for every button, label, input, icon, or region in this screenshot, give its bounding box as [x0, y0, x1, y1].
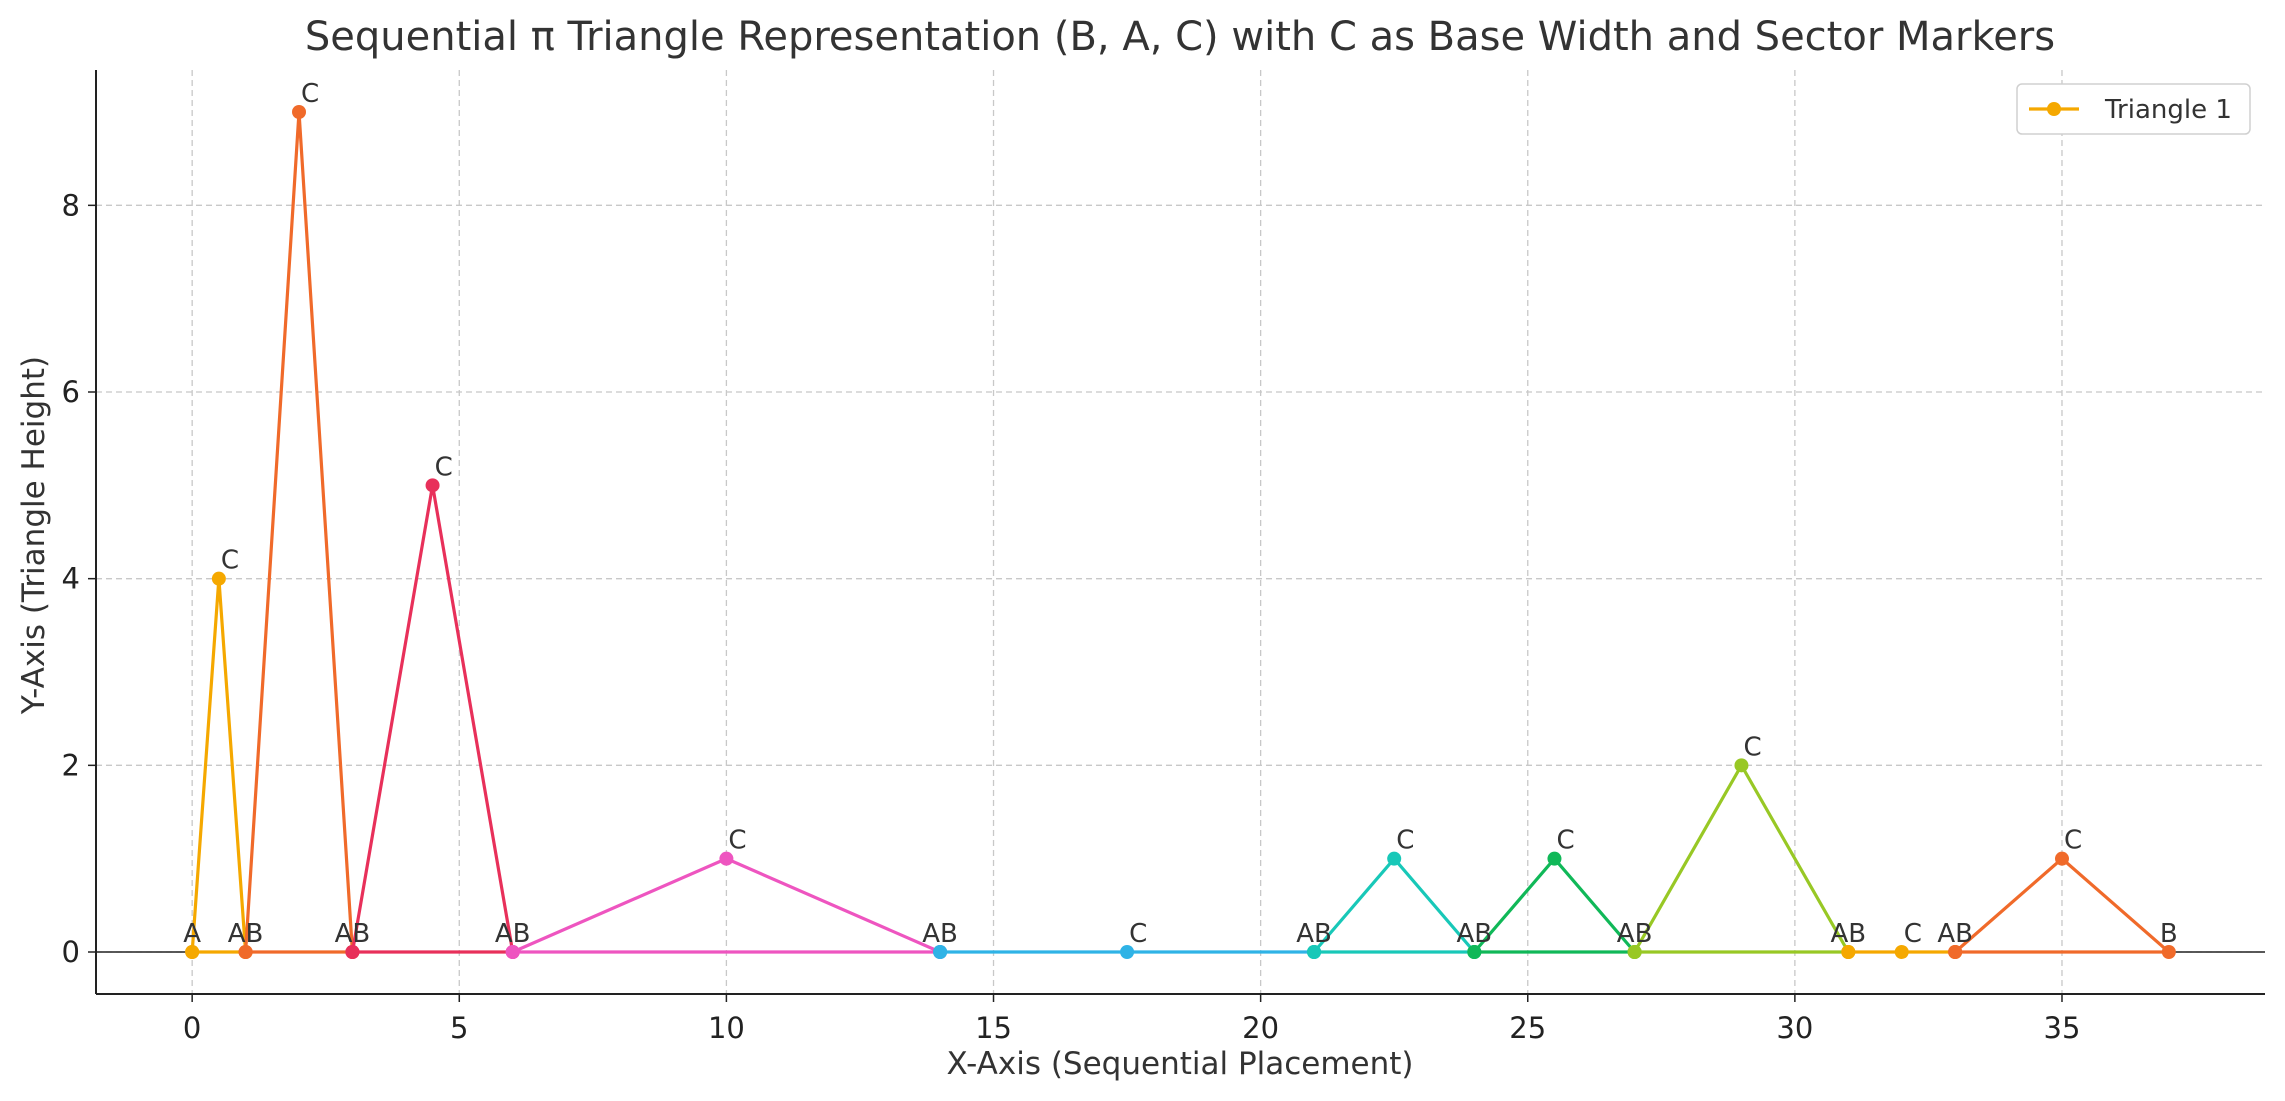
series-3	[345, 478, 520, 959]
y-tick-label: 0	[62, 935, 80, 969]
data-point	[505, 945, 520, 959]
x-tick-label: 25	[1509, 1011, 1546, 1045]
legend: Triangle 1	[2016, 83, 2251, 135]
data-point	[1627, 945, 1642, 959]
point-label: AB	[1296, 919, 1332, 949]
data-point	[1547, 851, 1562, 866]
series-line	[350, 485, 515, 954]
point-label: C	[728, 826, 746, 856]
data-point	[1467, 945, 1482, 959]
series-8	[1627, 758, 1856, 959]
legend-entry: Triangle 1	[2104, 95, 2232, 125]
point-label: C	[221, 546, 239, 576]
data-point	[238, 945, 253, 959]
series-line	[190, 578, 248, 954]
data-point	[425, 478, 440, 493]
series-layer	[185, 105, 2176, 959]
point-label: AB	[228, 919, 264, 949]
y-tick-label: 8	[62, 188, 80, 222]
series-2	[238, 105, 360, 959]
point-labels: A C AB C AB C AB C AB C AB C AB C AB C AB C AB C B	[183, 79, 2177, 949]
data-point	[1841, 945, 1856, 959]
data-point	[292, 105, 307, 119]
point-label: B	[2160, 919, 2178, 949]
series-line	[1954, 856, 2174, 954]
point-label: AB	[335, 919, 371, 949]
point-label: AB	[922, 919, 958, 949]
legend-box	[2016, 83, 2251, 135]
point-label: C	[301, 79, 319, 109]
data-point	[933, 945, 948, 959]
series-10	[1948, 851, 2176, 959]
data-point	[1387, 851, 1402, 866]
series-line	[512, 856, 941, 954]
x-axis-label: X-Axis (Sequential Placement)	[946, 1046, 1413, 1082]
axes: 0 5 10 15 20 25 30 35 0 2 4 6 8	[62, 70, 2265, 1045]
series-line	[243, 111, 355, 954]
data-point	[185, 945, 200, 959]
series-line	[1473, 856, 1639, 954]
x-tick-label: 5	[450, 1011, 468, 1045]
x-tick-label: 10	[708, 1011, 745, 1045]
point-label: AB	[1457, 919, 1493, 949]
grid	[96, 70, 2265, 994]
data-point	[1120, 945, 1135, 959]
point-label: C	[1129, 919, 1147, 949]
series-7	[1467, 851, 1642, 959]
y-tick-label: 6	[62, 375, 80, 409]
point-label: AB	[495, 919, 531, 949]
series-6	[1307, 851, 1482, 959]
x-tick-label: 15	[975, 1011, 1012, 1045]
point-label: C	[2064, 826, 2082, 856]
x-tick-label: 0	[183, 1011, 201, 1045]
data-point	[1307, 945, 1322, 959]
y-tick-label: 2	[62, 748, 80, 782]
series-line	[1633, 762, 1852, 954]
data-point	[1894, 945, 1909, 959]
data-point	[719, 851, 734, 866]
data-point	[211, 571, 226, 586]
point-label: C	[1904, 919, 1922, 949]
point-label: C	[435, 452, 453, 482]
data-point	[2161, 945, 2176, 959]
x-tick-label: 30	[1776, 1011, 1813, 1045]
chart-title: Sequential π Triangle Representation (B,…	[305, 14, 2055, 60]
y-axis-label: Y-Axis (Triangle Height)	[16, 356, 52, 715]
point-label: AB	[1830, 919, 1866, 949]
x-tick-label: 35	[2044, 1011, 2081, 1045]
point-label: C	[1396, 826, 1414, 856]
data-point	[1734, 758, 1749, 773]
point-label: A	[183, 919, 201, 949]
y-tick-label: 4	[62, 562, 80, 596]
x-tick-label: 20	[1242, 1011, 1279, 1045]
series-5	[933, 945, 1322, 959]
data-point	[345, 945, 360, 959]
legend-marker	[2047, 102, 2061, 116]
point-label: C	[1556, 826, 1574, 856]
point-label: C	[1743, 732, 1761, 762]
point-label: AB	[1937, 919, 1973, 949]
data-point	[2054, 851, 2069, 866]
point-label: AB	[1617, 919, 1653, 949]
data-point	[1948, 945, 1963, 959]
series-line	[1312, 856, 1478, 954]
